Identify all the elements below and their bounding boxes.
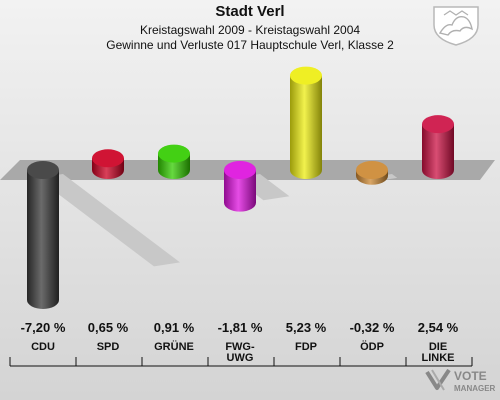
logo-text-vote: VOTE [454, 369, 487, 383]
vote-manager-logo: VOTE MANAGER [425, 368, 496, 393]
bar-spd [92, 149, 124, 179]
bar-grüne [158, 144, 190, 179]
value-label-fdp: 5,23 % [286, 320, 327, 335]
value-label-cdu: -7,20 % [21, 320, 66, 335]
category-label-spd: SPD [97, 341, 120, 353]
bar-cdu [27, 161, 59, 309]
bar-die linke [422, 115, 454, 179]
bar-shadow-cdu [37, 174, 180, 267]
category-label-die linke: DIE LINKE [422, 341, 455, 364]
category-label-cdu: CDU [31, 341, 55, 353]
value-label-die linke: 2,54 % [418, 320, 459, 335]
category-label-grüne: GRÜNE [154, 340, 194, 353]
coat-of-arms-icon [433, 6, 479, 46]
value-label-ödp: -0,32 % [350, 320, 395, 335]
chart-subtitle-1: Kreistagswahl 2009 - Kreistagswahl 2004 [139, 23, 361, 37]
bar-fwg-uwg [224, 161, 256, 212]
logo-text-manager: MANAGER [454, 384, 496, 393]
bar-ödp [356, 161, 388, 185]
bar-fdp [290, 66, 322, 179]
category-label-fwg-uwg: FWG-UWG [225, 341, 255, 364]
chart-subtitle-2: Gewinne und Verluste 017 Hauptschule Ver… [106, 38, 394, 52]
category-label-fdp: FDP [295, 341, 317, 353]
value-label-spd: 0,65 % [88, 320, 129, 335]
value-label-grüne: 0,91 % [154, 320, 195, 335]
category-label-ödp: ÖDP [360, 340, 384, 353]
chart-title: Stadt Verl [215, 3, 285, 20]
value-label-fwg-uwg: -1,81 % [218, 320, 263, 335]
